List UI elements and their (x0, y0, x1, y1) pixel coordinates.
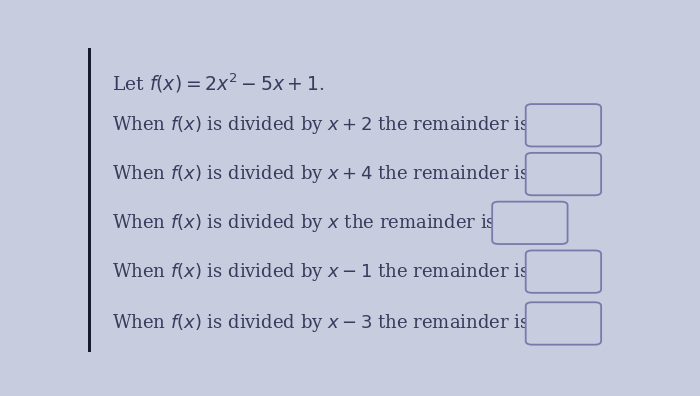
Text: When $f(x)$ is divided by $x + 4$ the remainder is: When $f(x)$ is divided by $x + 4$ the re… (112, 163, 529, 185)
FancyBboxPatch shape (492, 202, 568, 244)
Text: When $f(x)$ is divided by $x - 1$ the remainder is: When $f(x)$ is divided by $x - 1$ the re… (112, 261, 529, 283)
Text: When $f(x)$ is divided by $x - 3$ the remainder is: When $f(x)$ is divided by $x - 3$ the re… (112, 312, 529, 335)
Bar (88, 48, 91, 352)
Text: When $f(x)$ is divided by $x$ the remainder is: When $f(x)$ is divided by $x$ the remain… (112, 212, 496, 234)
FancyBboxPatch shape (526, 250, 601, 293)
FancyBboxPatch shape (526, 302, 601, 345)
Text: When $f(x)$ is divided by $x + 2$ the remainder is: When $f(x)$ is divided by $x + 2$ the re… (112, 114, 529, 136)
FancyBboxPatch shape (526, 104, 601, 147)
Text: Let $f(x) = 2x^2 - 5x + 1$.: Let $f(x) = 2x^2 - 5x + 1$. (112, 72, 324, 95)
FancyBboxPatch shape (526, 153, 601, 195)
